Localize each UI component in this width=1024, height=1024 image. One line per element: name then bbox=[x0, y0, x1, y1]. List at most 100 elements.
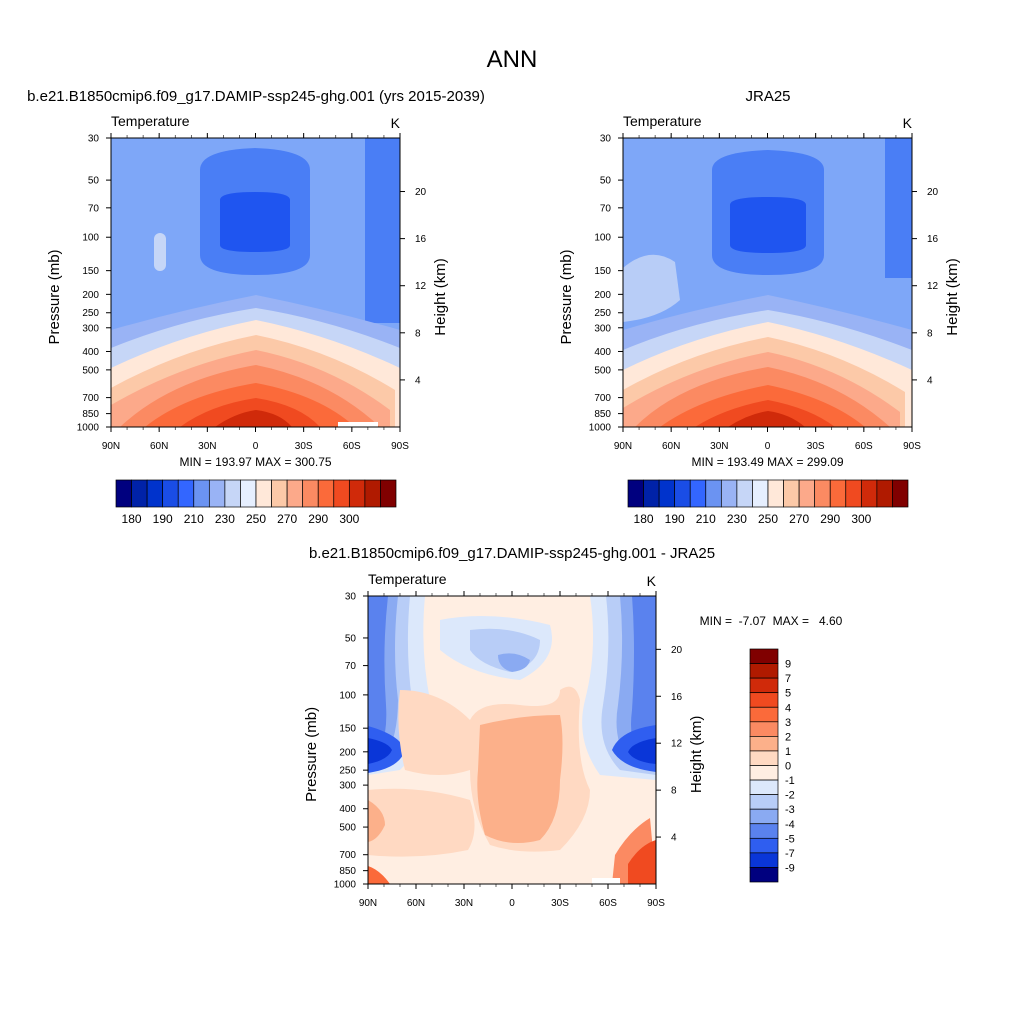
colorbar-label: 210 bbox=[184, 512, 204, 526]
colorbar-label: -5 bbox=[785, 833, 795, 845]
colorbar-label: 230 bbox=[215, 512, 235, 526]
panel-diff-field bbox=[368, 596, 656, 884]
colorbar-swatch bbox=[208, 479, 226, 508]
y-tick-label: 100 bbox=[339, 690, 356, 701]
stats-label: MIN = 193.49 MAX = 299.09 bbox=[691, 455, 843, 469]
figure-title: ANN bbox=[487, 46, 538, 73]
colorbar-swatch bbox=[749, 692, 779, 708]
stats-label: MIN = 193.97 MAX = 300.75 bbox=[179, 455, 331, 469]
x-tick-label: 60N bbox=[407, 898, 425, 909]
panel-diff-title: b.e21.B1850cmip6.f09_g17.DAMIP-ssp245-gh… bbox=[309, 545, 715, 562]
y-axis-label: Pressure (mb) bbox=[46, 249, 63, 344]
y-tick-label: 250 bbox=[594, 308, 611, 319]
colorbar-swatch bbox=[749, 750, 779, 766]
y-right-tick-label: 16 bbox=[927, 234, 939, 245]
colorbar-swatch bbox=[177, 479, 195, 508]
colorbar-label: -7 bbox=[785, 848, 795, 860]
colorbar-swatch bbox=[674, 479, 691, 508]
y-right-tick-label: 8 bbox=[671, 786, 677, 797]
x-tick-label: 90N bbox=[359, 898, 377, 909]
colorbar-swatch bbox=[720, 479, 738, 508]
colorbar-swatch bbox=[224, 479, 241, 508]
y-tick-label: 700 bbox=[594, 393, 611, 404]
colorbar-label: 300 bbox=[339, 512, 359, 526]
colorbar-swatch bbox=[658, 479, 676, 508]
obs-axes: 305070100150200250300400500700850100090N… bbox=[558, 133, 961, 469]
x-tick-label: 60S bbox=[343, 441, 361, 452]
colorbar-label: -4 bbox=[785, 819, 795, 831]
y-tick-label: 50 bbox=[88, 176, 100, 187]
y-right-tick-label: 20 bbox=[415, 187, 427, 198]
colorbar-swatch bbox=[162, 479, 179, 508]
y-tick-label: 500 bbox=[82, 365, 99, 376]
colorbar-label: 210 bbox=[696, 512, 716, 526]
colorbar-swatch bbox=[364, 479, 381, 508]
colorbar-label: 180 bbox=[634, 512, 654, 526]
colorbar-swatch bbox=[348, 479, 366, 508]
colorbar-swatch bbox=[892, 479, 909, 508]
y-tick-label: 30 bbox=[88, 134, 100, 145]
panel-diff-left-title: Temperature bbox=[368, 571, 447, 587]
colorbar-swatch bbox=[131, 479, 148, 508]
y-tick-label: 50 bbox=[345, 633, 357, 644]
y-tick-label: 30 bbox=[345, 592, 357, 603]
y-tick-label: 300 bbox=[594, 323, 611, 334]
y-right-tick-label: 4 bbox=[927, 375, 933, 386]
colorbar-swatch bbox=[271, 479, 288, 508]
y-tick-label: 250 bbox=[339, 766, 356, 777]
y-right-tick-label: 12 bbox=[415, 281, 427, 292]
colorbar-swatch bbox=[193, 479, 210, 508]
colorbar-swatch bbox=[860, 479, 878, 508]
y-right-tick-label: 12 bbox=[927, 281, 939, 292]
y-tick-label: 100 bbox=[594, 233, 611, 244]
y-tick-label: 250 bbox=[82, 308, 99, 319]
colorbar-label: -9 bbox=[785, 862, 795, 874]
panel-model-units: K bbox=[391, 115, 401, 131]
colorbar-label: 5 bbox=[785, 688, 791, 700]
y-axis-label: Pressure (mb) bbox=[558, 249, 575, 344]
y-tick-label: 150 bbox=[339, 724, 356, 735]
y-tick-label: 400 bbox=[594, 347, 611, 358]
colorbar-swatch bbox=[749, 808, 779, 825]
y-tick-label: 150 bbox=[594, 266, 611, 277]
x-tick-label: 90N bbox=[102, 441, 120, 452]
x-tick-label: 90S bbox=[391, 441, 409, 452]
colorbar-label: 1 bbox=[785, 746, 791, 758]
y-tick-label: 30 bbox=[600, 134, 612, 145]
model-axes: 305070100150200250300400500700850100090N… bbox=[46, 133, 449, 469]
y-tick-label: 1000 bbox=[589, 423, 612, 434]
y-tick-label: 400 bbox=[339, 804, 356, 815]
y-right-axis-label: Height (km) bbox=[688, 716, 705, 794]
x-tick-label: 30N bbox=[455, 898, 473, 909]
x-tick-label: 30S bbox=[807, 441, 825, 452]
colorbar-swatch bbox=[783, 479, 800, 508]
colorbar-swatch bbox=[749, 837, 779, 854]
colorbar-swatch bbox=[286, 479, 304, 508]
colorbar-label: 290 bbox=[820, 512, 840, 526]
colorbar-swatch bbox=[380, 479, 397, 508]
colorbar-label: 7 bbox=[785, 673, 791, 685]
panel-obs: JRA25 Temperature K bbox=[622, 88, 913, 428]
colorbar-label: 270 bbox=[277, 512, 297, 526]
colorbar-swatch bbox=[767, 479, 784, 508]
colorbar-label: 290 bbox=[308, 512, 328, 526]
colorbar-swatch bbox=[829, 479, 847, 508]
x-tick-label: 30S bbox=[295, 441, 313, 452]
y-tick-label: 300 bbox=[339, 781, 356, 792]
colorbar-label: 250 bbox=[758, 512, 778, 526]
colorbar-label: 180 bbox=[122, 512, 142, 526]
colorbar-swatch bbox=[814, 479, 831, 508]
y-tick-label: 70 bbox=[88, 203, 100, 214]
y-tick-label: 1000 bbox=[77, 423, 100, 434]
panel-model-title: b.e21.B1850cmip6.f09_g17.DAMIP-ssp245-gh… bbox=[27, 88, 485, 105]
panel-obs-field bbox=[623, 138, 912, 427]
y-tick-label: 850 bbox=[82, 409, 99, 420]
colorbar-swatch bbox=[255, 479, 272, 508]
y-right-axis-label: Height (km) bbox=[944, 258, 961, 336]
colorbar-swatch bbox=[749, 663, 779, 679]
colorbar-swatch bbox=[749, 677, 779, 694]
colorbar-swatch bbox=[749, 823, 779, 839]
y-tick-label: 200 bbox=[82, 290, 99, 301]
y-right-tick-label: 4 bbox=[671, 833, 677, 844]
